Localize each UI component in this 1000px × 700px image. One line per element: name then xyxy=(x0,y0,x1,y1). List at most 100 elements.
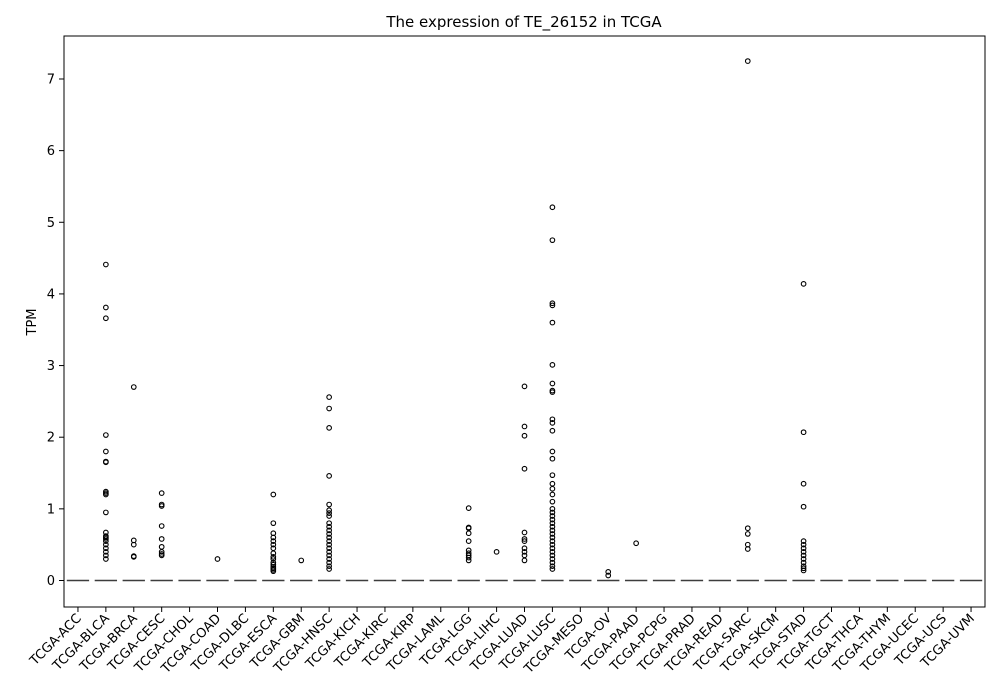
y-tick-label: 6 xyxy=(47,144,55,159)
y-tick-label: 0 xyxy=(47,574,55,589)
outlier-point xyxy=(800,565,807,572)
outlier-point xyxy=(465,505,472,511)
outlier-point xyxy=(549,472,556,479)
outlier-point xyxy=(549,498,556,505)
outlier-point xyxy=(744,58,751,64)
outlier-point xyxy=(521,545,528,552)
outlier-point xyxy=(605,569,612,575)
outlier-point xyxy=(521,548,528,555)
outlier-point xyxy=(800,552,807,559)
outlier-point xyxy=(326,527,332,534)
y-tick-label: 4 xyxy=(47,287,55,302)
outlier-point xyxy=(605,572,612,579)
outlier-point xyxy=(800,545,807,552)
outlier-point xyxy=(270,491,277,498)
outlier-point xyxy=(800,556,807,562)
outlier-point xyxy=(465,554,472,561)
outlier-point xyxy=(549,541,556,548)
outlier-point xyxy=(158,523,165,529)
outlier-point xyxy=(549,448,556,455)
outlier-point xyxy=(549,513,556,519)
outlier-point xyxy=(549,563,556,570)
outlier-point xyxy=(270,534,277,541)
outlier-point xyxy=(549,559,556,566)
outlier-point xyxy=(800,480,807,487)
outlier-point xyxy=(549,566,556,572)
outlier-point xyxy=(549,527,556,534)
outlier-point xyxy=(326,473,332,479)
outlier-point xyxy=(326,548,332,555)
outlier-point xyxy=(521,423,528,430)
outlier-point xyxy=(549,523,556,530)
outlier-point xyxy=(326,394,332,400)
outlier-point xyxy=(549,485,556,492)
outlier-point xyxy=(800,567,807,574)
outlier-point xyxy=(103,261,109,268)
outlier-point xyxy=(103,552,109,559)
outlier-point xyxy=(549,520,556,527)
outlier-point xyxy=(326,538,332,544)
outlier-point xyxy=(103,545,109,552)
outlier-point xyxy=(493,548,500,555)
outlier-point xyxy=(270,553,277,560)
plot-area: 01234567TCGA-ACCTCGA-BLCATCGA-BRCATCGA-C… xyxy=(27,58,983,677)
outlier-point xyxy=(521,529,528,536)
outlier-point xyxy=(270,550,277,557)
outlier-point xyxy=(549,389,556,395)
outlier-point xyxy=(521,432,528,439)
outlier-point xyxy=(549,420,556,426)
outlier-point xyxy=(744,531,751,537)
outlier-point xyxy=(549,480,556,487)
outlier-point xyxy=(521,557,528,564)
outlier-point xyxy=(800,429,807,436)
outlier-point xyxy=(549,491,556,498)
outlier-point xyxy=(326,513,332,519)
outlier-point xyxy=(465,538,472,544)
outlier-point xyxy=(549,319,556,326)
outlier-point xyxy=(158,552,165,559)
outlier-point xyxy=(521,383,528,390)
outlier-point xyxy=(633,540,639,547)
outlier-point xyxy=(270,556,277,562)
outlier-point xyxy=(549,300,556,307)
outlier-point xyxy=(549,361,556,368)
outlier-point xyxy=(549,538,556,544)
outlier-point xyxy=(800,503,807,510)
outlier-point xyxy=(326,520,332,527)
outlier-point xyxy=(326,541,332,548)
outlier-point xyxy=(130,553,137,560)
outlier-point xyxy=(326,510,332,516)
outlier-point xyxy=(800,548,807,555)
outlier-point xyxy=(130,384,137,390)
outlier-point xyxy=(326,501,332,508)
outlier-point xyxy=(800,281,807,287)
outlier-point xyxy=(549,237,556,244)
outlier-point xyxy=(549,548,556,555)
outlier-point xyxy=(465,530,472,537)
outlier-point xyxy=(326,507,332,514)
outlier-point xyxy=(326,545,332,552)
outlier-point xyxy=(521,465,528,472)
outlier-point xyxy=(103,432,109,438)
outlier-point xyxy=(549,545,556,552)
outlier-point xyxy=(549,531,556,537)
outlier-point xyxy=(549,552,556,559)
outlier-point xyxy=(549,302,556,309)
outlier-point xyxy=(103,304,109,311)
chart-title: The expression of TE_26152 in TCGA xyxy=(385,13,662,32)
outlier-point xyxy=(800,559,807,566)
outlier-point xyxy=(549,516,556,523)
outlier-point xyxy=(549,455,556,462)
outlier-point xyxy=(214,556,221,562)
outlier-point xyxy=(130,541,137,548)
outlier-point xyxy=(549,534,556,541)
outlier-point xyxy=(549,556,556,562)
outlier-point xyxy=(103,538,109,544)
outlier-point xyxy=(744,525,751,532)
y-axis-label: TPM xyxy=(25,309,40,337)
outlier-point xyxy=(103,459,109,466)
y-tick-label: 5 xyxy=(47,216,55,231)
outlier-point xyxy=(326,405,332,412)
outlier-point xyxy=(800,541,807,548)
